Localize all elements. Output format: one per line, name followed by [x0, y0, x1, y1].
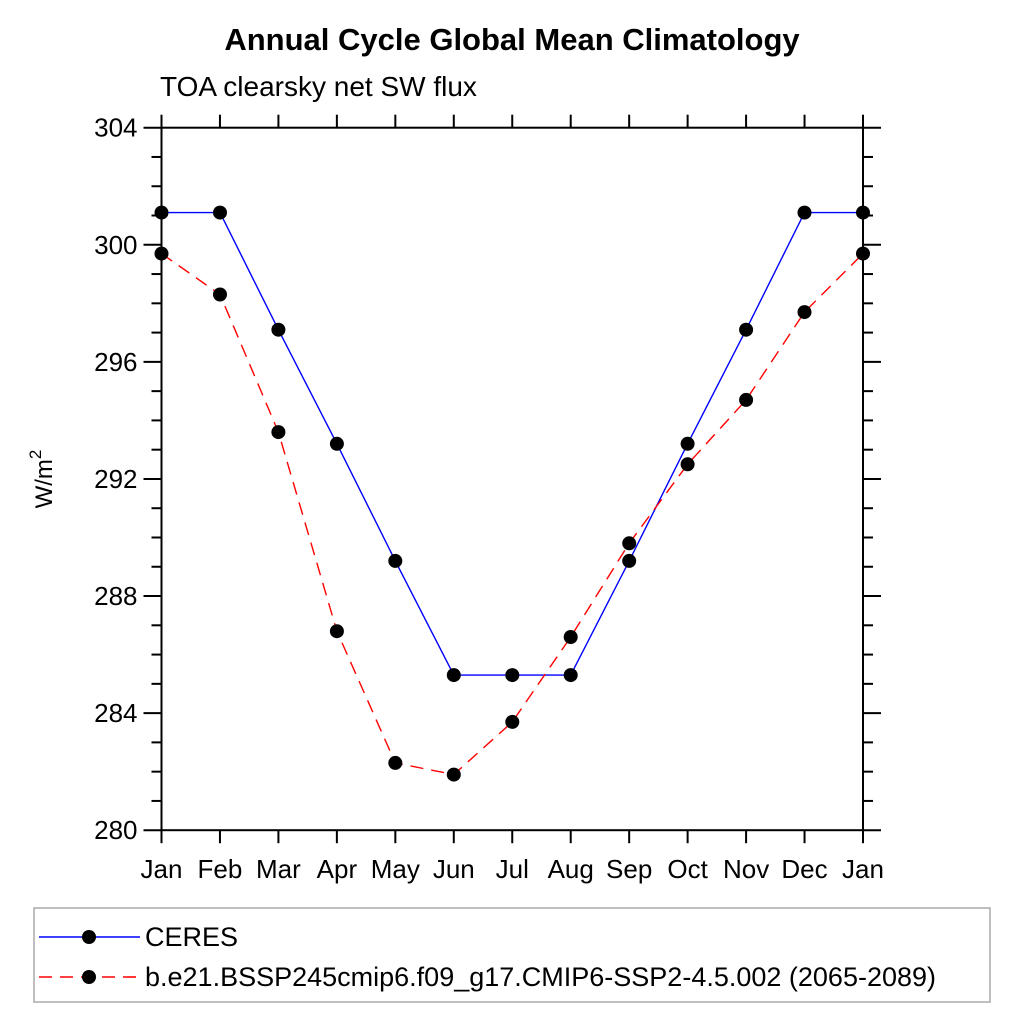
data-point-ceres-apr	[329, 436, 344, 451]
data-point-ceres-aug	[563, 668, 578, 683]
data-point-model-apr	[329, 624, 344, 639]
x-axis-ticks: Jan Feb Mar Apr May Jun Jul Aug Sep Oct Nov Dec Jan	[141, 114, 884, 884]
month-label: Jan	[141, 854, 183, 884]
legend-label-model: b.e21.BSSP245cmip6.f09_g17.CMIP6-SSP2-4.…	[145, 962, 936, 992]
data-point-model-mar	[271, 425, 286, 440]
y-tick-label: 280	[94, 815, 137, 845]
data-point-ceres-feb	[213, 205, 227, 220]
data-point-model-nov	[739, 392, 754, 407]
y-tick-label: 284	[94, 698, 137, 728]
data-point-ceres-jul	[505, 668, 520, 683]
legend-marker-model	[82, 970, 96, 984]
month-label: Jul	[496, 854, 529, 884]
y-axis-ticks: 280 284 288 292 296 300 304	[94, 113, 881, 845]
legend-border	[33, 907, 991, 1003]
y-axis-title-base: W/m	[31, 459, 58, 508]
data-point-ceres-jan	[154, 205, 169, 220]
data-point-model-feb	[213, 287, 227, 302]
legend-label-ceres: CERES	[145, 922, 238, 952]
legend-marker-ceres	[82, 930, 96, 944]
data-point-ceres-mar	[271, 322, 286, 337]
data-point-model-jan	[154, 246, 169, 261]
data-point-ceres-dec	[797, 205, 812, 220]
data-point-model-may	[388, 755, 403, 770]
month-label: Oct	[667, 854, 708, 884]
series-line-model	[161, 253, 864, 776]
month-label: Apr	[317, 854, 358, 884]
y-axis-title-superscript: 2	[26, 450, 45, 459]
data-point-ceres-oct	[680, 436, 695, 451]
data-point-model-jun	[446, 767, 461, 782]
data-point-model-jan	[856, 246, 870, 261]
month-label: Jan	[842, 854, 884, 884]
data-point-model-jul	[505, 714, 520, 729]
data-series-group	[154, 205, 870, 782]
month-label: Sep	[606, 854, 652, 884]
month-label: May	[371, 854, 420, 884]
month-label: Jun	[433, 854, 475, 884]
series-line-ceres	[161, 211, 863, 676]
y-tick-label: 304	[94, 113, 137, 143]
month-label: Mar	[256, 854, 301, 884]
data-point-ceres-nov	[739, 322, 754, 337]
y-axis-title: W/m2	[26, 450, 58, 509]
data-point-ceres-jun	[446, 668, 461, 683]
y-tick-label: 296	[94, 347, 137, 377]
month-label: Dec	[781, 854, 827, 884]
y-tick-label: 288	[94, 581, 137, 611]
legend: CERES b.e21.BSSP245cmip6.f09_g17.CMIP6-S…	[33, 907, 991, 1003]
data-point-model-aug	[563, 630, 578, 644]
month-label: Aug	[548, 854, 594, 884]
chart-subtitle: TOA clearsky net SW flux	[160, 71, 477, 102]
legend-item-model: b.e21.BSSP245cmip6.f09_g17.CMIP6-SSP2-4.…	[39, 962, 936, 992]
month-label: Feb	[198, 854, 243, 884]
y-tick-label: 292	[94, 464, 137, 494]
legend-item-ceres: CERES	[39, 922, 238, 952]
y-tick-label: 300	[94, 230, 137, 260]
month-label: Nov	[723, 854, 769, 884]
data-point-ceres-sep	[622, 553, 637, 568]
chart-title: Annual Cycle Global Mean Climatology	[224, 22, 800, 57]
data-point-model-sep	[622, 536, 637, 551]
data-point-model-oct	[680, 457, 695, 472]
data-point-ceres-may	[388, 553, 403, 568]
data-point-model-dec	[797, 305, 812, 320]
data-point-ceres-jan	[856, 205, 870, 220]
